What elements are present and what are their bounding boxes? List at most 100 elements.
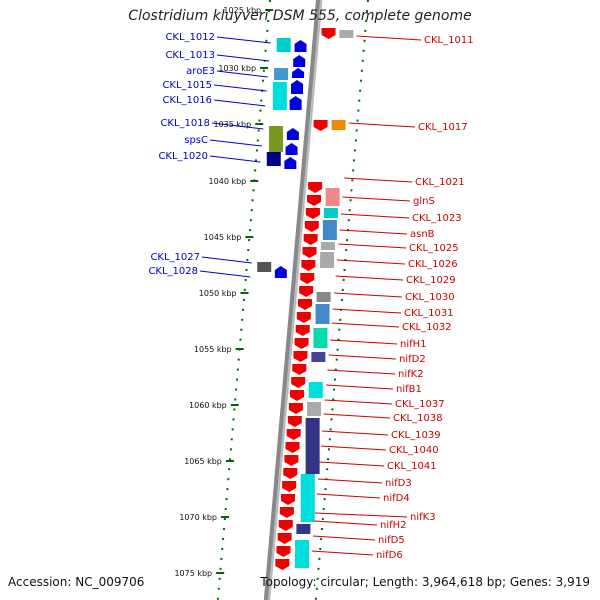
forward-gene-label: CKL_1012 (165, 32, 215, 43)
map-title: Clostridium kluyveri DSM 555, complete g… (128, 8, 472, 24)
reverse-leader-line (341, 213, 410, 219)
scale-label: 1075 kbp (174, 569, 212, 578)
right-scale-dots (314, 0, 369, 600)
reverse-feature-block (295, 540, 310, 568)
reverse-feature-block (339, 30, 354, 38)
forward-leader-line (216, 54, 270, 62)
reverse-gene-arrow (304, 221, 319, 232)
reverse-gene-arrow (305, 208, 320, 219)
forward-feature-block (276, 38, 291, 52)
reverse-gene-label: CKL_1040 (389, 445, 439, 456)
reverse-feature-block (320, 242, 335, 250)
genome-info-text: Topology: circular; Length: 3,964,618 bp… (260, 575, 590, 589)
forward-feature-block (269, 126, 284, 152)
reverse-gene-label: CKL_1026 (408, 259, 458, 270)
reverse-gene-label: CKL_1037 (395, 399, 445, 410)
reverse-gene-arrow (307, 195, 322, 206)
reverse-feature-block (311, 352, 326, 362)
forward-gene-arrow (284, 157, 297, 169)
reverse-gene-label: nifH2 (380, 520, 407, 531)
reverse-leader-line (335, 275, 404, 281)
reverse-leader-line (328, 354, 397, 360)
forward-feature-block (266, 152, 281, 166)
scale-label: 1045 kbp (204, 233, 242, 242)
reverse-leader-line (319, 461, 385, 467)
reverse-gene-label: nifD4 (383, 493, 410, 504)
forward-gene-label: spsC (184, 135, 208, 146)
reverse-gene-arrow (301, 260, 316, 271)
forward-gene-arrow (286, 128, 299, 140)
reverse-gene-label: nifB1 (396, 384, 422, 395)
reverse-gene-arrow (275, 559, 290, 570)
reverse-gene-label: CKL_1038 (393, 413, 443, 424)
reverse-leader-line (356, 35, 422, 41)
forward-gene-label: CKL_1028 (148, 266, 198, 277)
reverse-gene-label: nifD6 (376, 550, 403, 561)
forward-feature-block (257, 262, 272, 272)
reverse-gene-label: glnS (413, 196, 435, 207)
scale-label: 1060 kbp (189, 401, 227, 410)
reverse-gene-arrow (285, 442, 300, 453)
reverse-gene-label: nifK3 (410, 512, 436, 523)
scale-label: 1050 kbp (199, 289, 237, 298)
reverse-leader-line (324, 399, 393, 405)
reverse-gene-label: nifH1 (400, 339, 427, 350)
reverse-gene-arrow (295, 325, 310, 336)
reverse-gene-arrow (283, 468, 298, 479)
forward-feature-block (274, 68, 289, 80)
reverse-gene-label: nifD2 (399, 354, 426, 365)
reverse-gene-arrow (286, 429, 301, 440)
reverse-feature-block (308, 382, 323, 398)
reverse-gene-arrow (288, 403, 303, 414)
forward-gene-arrow (292, 68, 305, 78)
scale-label: 1030 kbp (218, 64, 256, 73)
reverse-gene-arrow (313, 120, 328, 131)
reverse-leader-line (322, 430, 389, 436)
reverse-gene-arrow (279, 507, 294, 518)
reverse-leader-line (311, 550, 374, 556)
forward-leader-line (209, 139, 262, 147)
reverse-gene-arrow (308, 182, 323, 193)
reverse-feature-block (315, 304, 330, 324)
reverse-leader-line (342, 196, 411, 202)
reverse-feature-block (316, 292, 331, 302)
reverse-feature-block (305, 418, 320, 474)
forward-gene-label: aroE3 (186, 66, 215, 77)
reverse-leader-line (316, 493, 381, 499)
forward-gene-arrow (293, 55, 306, 67)
forward-gene-arrow (274, 266, 287, 278)
reverse-leader-line (326, 384, 394, 390)
forward-leader-line (211, 122, 264, 130)
scale-label: 1070 kbp (179, 513, 217, 522)
backbone-line (263, 0, 320, 600)
reverse-gene-arrow (321, 28, 336, 39)
reverse-gene-arrow (282, 481, 297, 492)
reverse-feature-block (331, 120, 346, 130)
reverse-gene-label: CKL_1021 (415, 177, 465, 188)
reverse-gene-arrow (296, 312, 311, 323)
reverse-leader-line (332, 308, 402, 314)
reverse-leader-line (320, 445, 387, 451)
reverse-leader-line (327, 369, 396, 375)
reverse-gene-arrow (293, 351, 308, 362)
reverse-leader-line (339, 229, 408, 235)
reverse-leader-line (317, 478, 383, 484)
scale-label: 1065 kbp (184, 457, 222, 466)
reverse-gene-label: nifK2 (398, 369, 424, 380)
reverse-gene-label: nifD5 (378, 535, 405, 546)
reverse-gene-arrow (277, 533, 292, 544)
reverse-gene-label: asnB (410, 229, 435, 240)
forward-gene-arrow (289, 96, 302, 110)
reverse-gene-arrow (281, 494, 296, 505)
forward-gene-arrow (285, 143, 298, 155)
forward-gene-arrow (291, 80, 304, 94)
reverse-leader-line (331, 322, 400, 328)
reverse-leader-line (344, 177, 413, 183)
reverse-leader-line (334, 292, 403, 298)
reverse-leader-line (348, 122, 416, 128)
forward-gene-label: CKL_1018 (160, 118, 210, 129)
reverse-gene-label: CKL_1029 (406, 275, 456, 286)
forward-feature-block (272, 82, 287, 110)
reverse-gene-arrow (292, 364, 307, 375)
